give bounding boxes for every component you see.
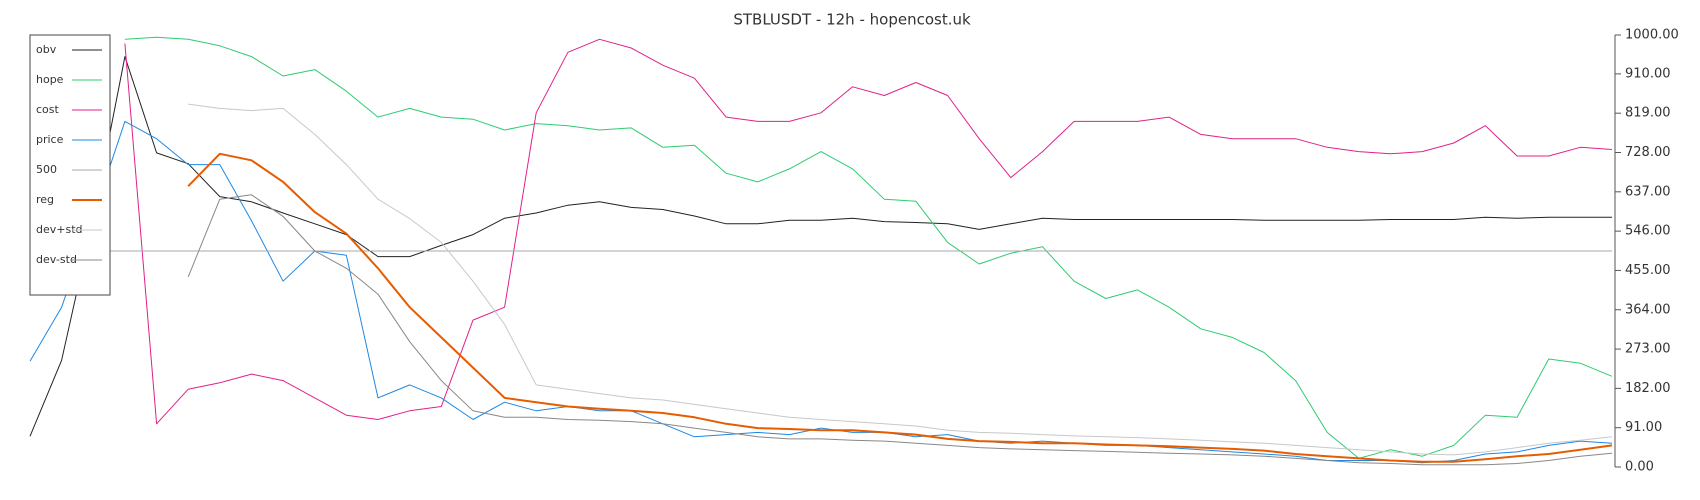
y-tick-label: 728.00 — [1625, 145, 1671, 160]
series-line — [124, 36, 1613, 459]
y-tick-label: 637.00 — [1625, 184, 1671, 199]
y-tick-label: 273.00 — [1625, 342, 1671, 357]
series-line — [124, 38, 1613, 425]
series-line — [29, 120, 1613, 464]
legend: obv hope cost price 500 reg dev+std dev-std — [29, 34, 111, 296]
legend-label: dev+std — [36, 223, 83, 236]
y-tick-label: 910.00 — [1625, 66, 1671, 81]
y-tick-label: 819.00 — [1625, 106, 1671, 121]
series-line — [187, 194, 1613, 466]
y-tick-label: 364.00 — [1625, 302, 1671, 317]
legend-label: hope — [36, 73, 64, 86]
legend-label: 500 — [36, 163, 57, 176]
series-line — [188, 103, 1613, 456]
y-tick-label: 0.00 — [1625, 460, 1654, 475]
y-tick-label: 1000.00 — [1625, 28, 1679, 43]
legend-label: dev-std — [36, 253, 77, 266]
y-tick-label: 546.00 — [1625, 224, 1671, 239]
legend-label: reg — [36, 193, 54, 206]
legend-label: cost — [36, 103, 60, 116]
chart-title: STBLUSDT - 12h - hopencost.uk — [733, 11, 971, 29]
legend-box — [29, 34, 111, 296]
series-line — [187, 152, 1613, 463]
y-tick-label: 182.00 — [1625, 381, 1671, 396]
legend-label: price — [36, 133, 64, 146]
y-tick-label: 455.00 — [1625, 263, 1671, 278]
legend-label: obv — [36, 43, 57, 56]
y-tick-label: 91.00 — [1625, 420, 1662, 435]
series-line — [29, 56, 1612, 437]
